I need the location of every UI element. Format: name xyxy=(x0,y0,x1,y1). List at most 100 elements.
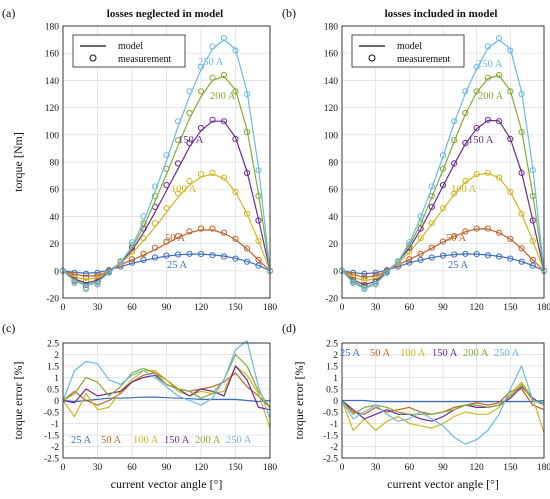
panel-title-a: losses neglected in model xyxy=(107,8,223,20)
measurement-point-200a xyxy=(439,165,447,172)
measurement-point-150a xyxy=(255,217,262,224)
y-tick-label: 0.5 xyxy=(326,386,338,396)
plot-frame xyxy=(62,342,271,459)
measurement-point-150a xyxy=(462,139,469,147)
measurement-point-150a xyxy=(174,160,182,167)
measurement-point-250a xyxy=(428,183,435,190)
series-line-250a xyxy=(62,38,271,287)
y-tick-label: 40 xyxy=(50,213,60,223)
y-tick-label: 0 xyxy=(333,397,338,407)
measurement-point-250a xyxy=(417,213,424,220)
x-tick-label: 0 xyxy=(340,303,345,313)
measurement-point-250a xyxy=(529,167,536,174)
measurement-point-250a xyxy=(255,167,262,174)
x-tick-label: 0 xyxy=(340,463,345,473)
measurement-point-100a xyxy=(174,190,182,197)
y-tick-label: 120 xyxy=(45,104,60,114)
legend-d-100: 100 A xyxy=(400,348,426,359)
y-tick-label: -20 xyxy=(325,295,338,305)
y-tick-label: 20 xyxy=(50,240,60,250)
x-tick-label: 180 xyxy=(537,463,550,473)
legend-c-25: 25 A xyxy=(71,435,92,446)
measurement-point-100a xyxy=(255,237,262,244)
measurement-point-25a xyxy=(151,254,159,261)
measurement-point-100a xyxy=(417,235,424,242)
measurement-point-50a xyxy=(507,235,514,242)
measurement-point-250a xyxy=(372,281,379,288)
measurement-point-150a xyxy=(507,135,514,142)
measurement-point-250a xyxy=(105,269,113,276)
y-tick-label: 140 xyxy=(324,77,339,87)
measurement-point-50a xyxy=(255,256,262,263)
y-tick-label: -1 xyxy=(330,420,338,430)
measurement-point-50a xyxy=(529,256,536,263)
measurement-point-250a xyxy=(395,258,402,265)
measurement-point-25a xyxy=(417,256,424,263)
measurement-point-25a xyxy=(186,250,193,257)
measurement-point-100a xyxy=(473,171,480,178)
measurement-point-250a xyxy=(174,118,182,125)
legend-d-250: 250 A xyxy=(494,348,520,359)
y-tick-label: 140 xyxy=(45,77,60,87)
measurement-point-150a xyxy=(197,124,205,132)
series-line-100a xyxy=(341,381,545,433)
legend-d: 25 A 50 A 100 A 150 A 200 A 250 A xyxy=(340,348,520,359)
panel-label-c: (c) xyxy=(2,321,15,335)
x-tick-label: 30 xyxy=(371,463,381,473)
measurement-point-250a xyxy=(117,258,124,265)
series-line-250a xyxy=(341,39,545,290)
measurement-point-50a xyxy=(220,229,228,236)
curve-label-b-50: 50 A xyxy=(446,233,467,244)
measurement-point-50a xyxy=(82,274,90,281)
measurement-point-50a xyxy=(496,229,503,236)
series-line-250a xyxy=(62,340,271,420)
curve-label-a-250: 250 A xyxy=(198,57,224,68)
measurement-point-250a xyxy=(361,286,368,293)
measurement-point-150a xyxy=(428,203,435,210)
measurement-point-100a xyxy=(243,210,251,217)
y-tick-label: 160 xyxy=(324,50,339,60)
torque-chart-losses-included: 0 30 60 90 120 150 180-20020406080100120140160… xyxy=(324,23,550,314)
y-tick-label: 80 xyxy=(329,159,339,169)
legend-c-250: 250 A xyxy=(226,435,252,446)
measurement-point-100a xyxy=(82,277,90,285)
x-tick-label: 60 xyxy=(127,463,137,473)
series-line-100a xyxy=(62,173,271,281)
measurement-point-50a xyxy=(174,233,182,240)
measurement-point-100a xyxy=(439,205,447,212)
measurement-point-50a xyxy=(473,225,480,232)
measurement-point-100a xyxy=(209,169,216,176)
series-line-25a xyxy=(341,253,545,275)
measurement-point-200a xyxy=(451,137,458,144)
measurement-point-200a xyxy=(174,137,182,144)
measurement-point-150a xyxy=(220,118,228,125)
y-tick-label: -1.5 xyxy=(44,432,59,442)
y-tick-label: -1.5 xyxy=(323,432,338,442)
measurement-point-100a xyxy=(361,277,368,285)
measurement-point-250a xyxy=(406,239,413,246)
legend-b: model measurement xyxy=(351,34,465,68)
measurement-point-200a xyxy=(243,129,251,136)
measurement-point-250a xyxy=(186,88,193,95)
measurement-point-250a xyxy=(462,88,469,95)
measurement-point-25a xyxy=(462,250,469,257)
series-line-25a xyxy=(62,396,271,403)
y-tick-label: 1.5 xyxy=(326,363,338,373)
measurement-point-200a xyxy=(518,129,525,136)
curve-label-b-100: 100 A xyxy=(451,184,477,195)
panel-title-b: losses included in model xyxy=(385,8,498,20)
measurement-point-100a xyxy=(462,177,469,185)
measurement-point-50a xyxy=(518,245,525,252)
y-tick-label: 1.5 xyxy=(47,363,59,373)
legend-c-150: 150 A xyxy=(164,435,190,446)
measurement-point-100a xyxy=(428,220,435,227)
legend-a-measurement: measurement xyxy=(118,54,172,65)
y-tick-label: 0.5 xyxy=(47,386,59,396)
y-tick-label: -2 xyxy=(330,443,338,453)
y-tick-label: 40 xyxy=(329,213,339,223)
x-tick-label: 150 xyxy=(228,303,243,313)
legend-c: 25 A 50 A 100 A 150 A 200 A 250 A xyxy=(71,435,252,446)
plot-frame xyxy=(341,25,545,299)
y-tick-label: 120 xyxy=(324,104,339,114)
x-tick-label: 120 xyxy=(194,303,209,313)
